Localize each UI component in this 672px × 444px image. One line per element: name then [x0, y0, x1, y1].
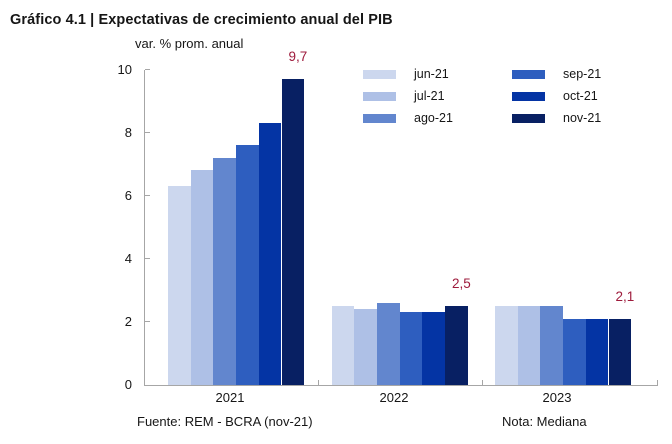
bar-2023-jul-21 — [517, 306, 541, 385]
footer-source: Fuente: REM - BCRA (nov-21) — [137, 414, 313, 429]
legend-label: oct-21 — [563, 89, 598, 103]
footer-note: Nota: Mediana — [502, 414, 587, 429]
bar-2023-ago-21 — [540, 306, 564, 385]
x-axis-tick — [481, 380, 483, 385]
bar-2022-sep-21 — [399, 312, 423, 385]
bar-2022-ago-21 — [376, 302, 400, 385]
bar-2023-jun-21 — [495, 306, 518, 385]
x-axis-label-2023: 2023 — [542, 390, 572, 405]
x-axis-tick — [657, 380, 658, 385]
y-axis-tick — [145, 69, 150, 70]
y-axis-tick — [145, 258, 150, 260]
legend: jun-21 jul-21 ago-21 sep-21 oct-21 nov-21 — [363, 63, 641, 129]
bar-2022-jun-21 — [331, 306, 355, 385]
y-axis-label: 8 — [124, 124, 132, 140]
legend-item-ago-21: ago-21 — [363, 107, 492, 129]
x-axis-label-2021: 2021 — [215, 390, 245, 405]
bar-2021-sep-21 — [236, 145, 259, 385]
bar-2023-sep-21 — [563, 318, 586, 385]
bar-2021-jun-21 — [168, 186, 191, 385]
bar-2023-nov-21 — [608, 318, 632, 385]
bar-2021-oct-21 — [258, 123, 282, 385]
legend-item-oct-21: oct-21 — [512, 85, 641, 107]
y-axis-label: 4 — [124, 250, 132, 266]
bar-2022-nov-21 — [445, 306, 468, 385]
legend-item-nov-21: nov-21 — [512, 107, 641, 129]
legend-column: sep-21 oct-21 nov-21 — [512, 63, 641, 129]
legend-label: jul-21 — [414, 89, 445, 103]
legend-item-jun-21: jun-21 — [363, 63, 492, 85]
legend-swatch-icon — [363, 91, 396, 101]
x-axis-tick — [317, 380, 319, 385]
bar-2021-jul-21 — [190, 170, 214, 385]
data-label-2021: 9,7 — [288, 48, 308, 64]
legend-swatch-icon — [512, 69, 545, 79]
y-axis-label: 10 — [117, 61, 132, 77]
bar-2023-oct-21 — [585, 318, 609, 385]
data-label-2023: 2,1 — [615, 288, 635, 304]
y-axis-label: 2 — [124, 313, 132, 329]
legend-swatch-icon — [363, 113, 396, 123]
legend-column: jun-21 jul-21 ago-21 — [363, 63, 492, 129]
y-axis-tick — [145, 132, 150, 134]
legend-label: ago-21 — [414, 111, 453, 125]
bar-2022-jul-21 — [354, 309, 377, 385]
legend-swatch-icon — [512, 91, 545, 101]
legend-swatch-icon — [363, 69, 396, 79]
y-axis-label: 0 — [124, 377, 132, 392]
data-label-2022: 2,5 — [451, 276, 471, 292]
bar-2021-nov-21 — [281, 78, 305, 385]
legend-swatch-icon — [512, 113, 545, 123]
plot-area — [144, 69, 658, 386]
bar-2022-oct-21 — [422, 312, 445, 385]
legend-label: jun-21 — [414, 67, 449, 81]
legend-item-jul-21: jul-21 — [363, 85, 492, 107]
legend-label: sep-21 — [563, 67, 602, 81]
chart-subtitle: var. % prom. anual — [135, 36, 244, 51]
chart-title: Gráfico 4.1 | Expectativas de crecimient… — [10, 12, 393, 28]
legend-label: nov-21 — [563, 111, 602, 125]
legend-item-sep-21: sep-21 — [512, 63, 641, 85]
y-axis-tick — [145, 195, 150, 197]
y-axis-label: 6 — [124, 187, 132, 203]
x-axis-label-2022: 2022 — [379, 390, 409, 405]
bar-2021-ago-21 — [213, 157, 237, 385]
y-axis-tick — [145, 321, 150, 323]
